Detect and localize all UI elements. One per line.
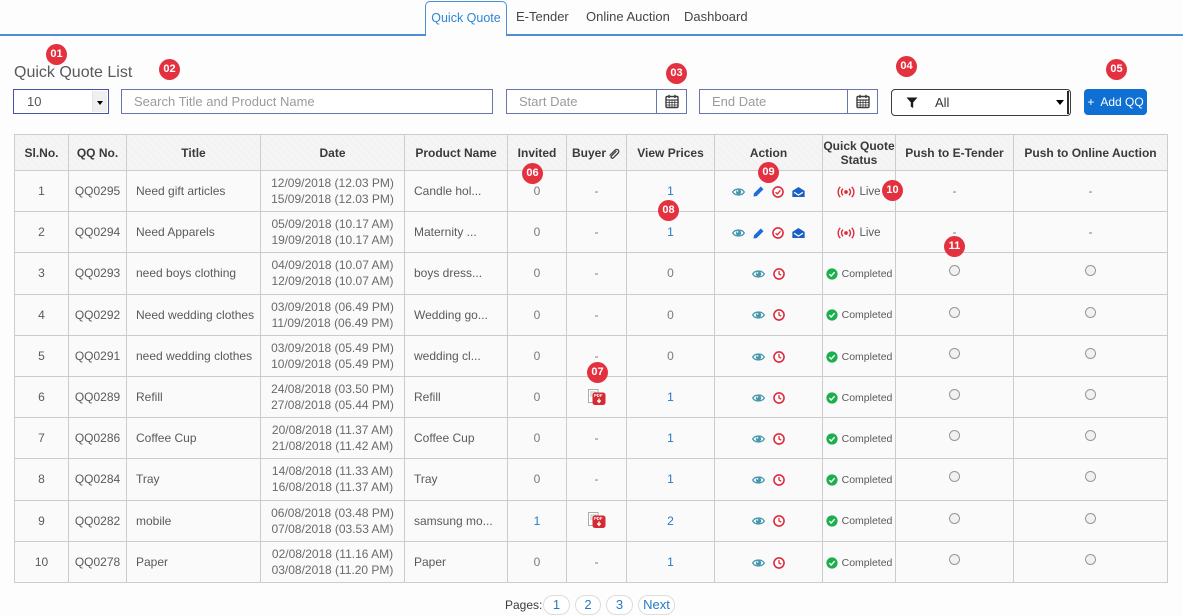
svg-text:PDF: PDF: [594, 393, 603, 398]
svg-text:PDF: PDF: [594, 516, 603, 521]
